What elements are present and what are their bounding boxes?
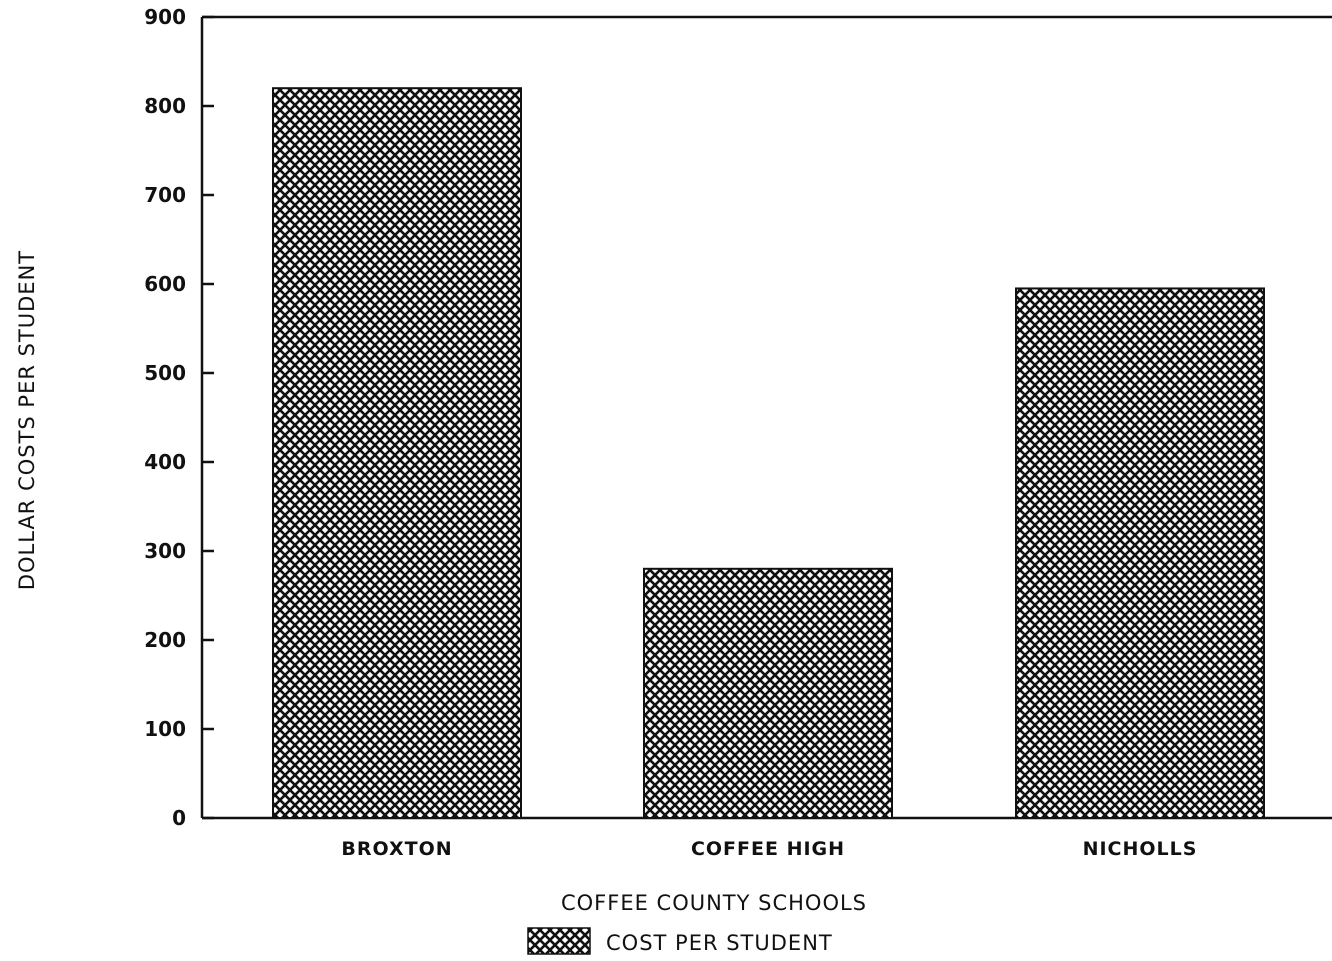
- legend: COST PER STUDENT: [527, 927, 833, 955]
- x-axis-category-labels: BROXTON COFFEE HIGH NICHOLLS: [341, 838, 1198, 860]
- x-category-label: NICHOLLS: [1083, 838, 1198, 860]
- y-tick-label: 500: [144, 361, 186, 385]
- y-tick-label: 600: [144, 272, 186, 296]
- legend-label: COST PER STUDENT: [606, 931, 833, 955]
- y-axis-title: DOLLAR COSTS PER STUDENT: [15, 250, 39, 590]
- x-axis-title: COFFEE COUNTY SCHOOLS: [561, 891, 867, 915]
- bars: [272, 87, 1265, 819]
- y-tick-label: 200: [144, 628, 186, 652]
- y-tick-label: 400: [144, 450, 186, 474]
- y-tick-label: 300: [144, 539, 186, 563]
- bar-nicholls: [1015, 287, 1265, 819]
- y-tick-label: 900: [144, 5, 186, 29]
- y-tick-label: 800: [144, 94, 186, 118]
- y-tick-label: 100: [144, 717, 186, 741]
- legend-swatch: [527, 927, 591, 955]
- bar-coffee-high: [643, 567, 893, 819]
- x-category-label: COFFEE HIGH: [691, 838, 845, 860]
- y-axis-ticks: 0 100 200 300 400 500 600 700 800 900: [144, 5, 214, 830]
- bar-broxton: [272, 87, 522, 819]
- x-category-label: BROXTON: [341, 838, 452, 860]
- y-tick-label: 0: [172, 806, 186, 830]
- y-tick-label: 700: [144, 183, 186, 207]
